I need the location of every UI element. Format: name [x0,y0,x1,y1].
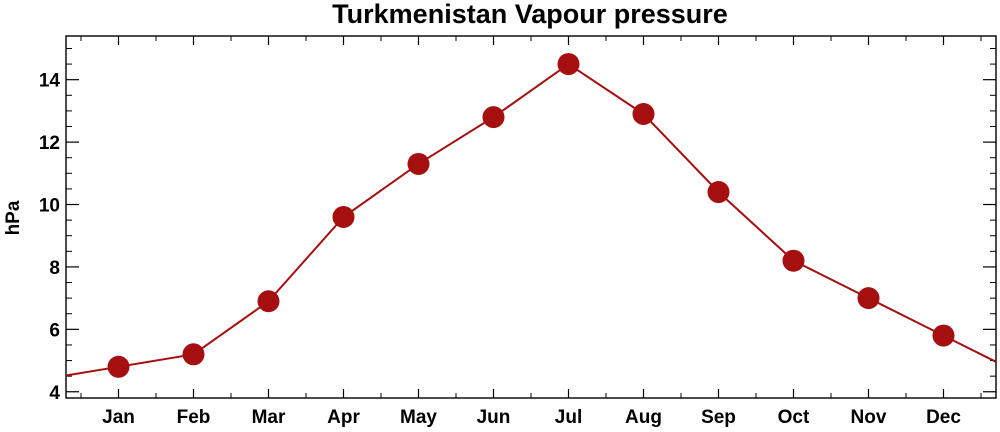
y-tick-label: 10 [39,196,60,217]
data-point [482,106,505,129]
y-tick-label: 8 [49,258,60,279]
data-point [632,103,655,126]
x-tick-label: Dec [926,407,961,428]
y-axis-label: hPa [3,200,24,235]
data-point [257,290,280,313]
data-point [407,152,430,175]
x-tick-label: Sep [701,407,736,428]
y-tick-label: 4 [49,383,60,404]
x-tick-label: Jul [555,407,582,428]
x-tick-label: Aug [625,407,662,428]
data-point [182,343,205,366]
x-tick-label: Nov [851,407,887,428]
x-tick-label: Apr [327,407,360,428]
axis-ticks [66,36,996,398]
data-point [107,355,130,378]
data-point [707,181,730,204]
data-point [857,287,880,310]
tick-labels-layer: Jan Feb Mar Apr May Jun Jul Aug Sep Oct Nov Dec 4 6 8 1… [39,71,961,428]
x-tick-label: May [400,407,437,428]
x-tick-label: Feb [177,407,211,428]
data-point [332,206,355,228]
data-point [557,53,580,76]
x-tick-label: Jan [102,407,135,428]
data-point [932,324,955,347]
y-tick-label: 6 [49,320,60,341]
series-line [65,62,997,377]
chart-title: Turkmenistan Vapour pressure [332,0,728,29]
x-tick-label: Jun [477,407,511,428]
data-point [782,249,805,272]
series-points-layer [107,53,955,378]
y-tick-label: 12 [39,133,60,154]
series-line-layer [65,62,997,377]
y-tick-label: 14 [39,71,61,92]
x-tick-label: Oct [778,407,810,428]
x-tick-label: Mar [252,407,286,428]
